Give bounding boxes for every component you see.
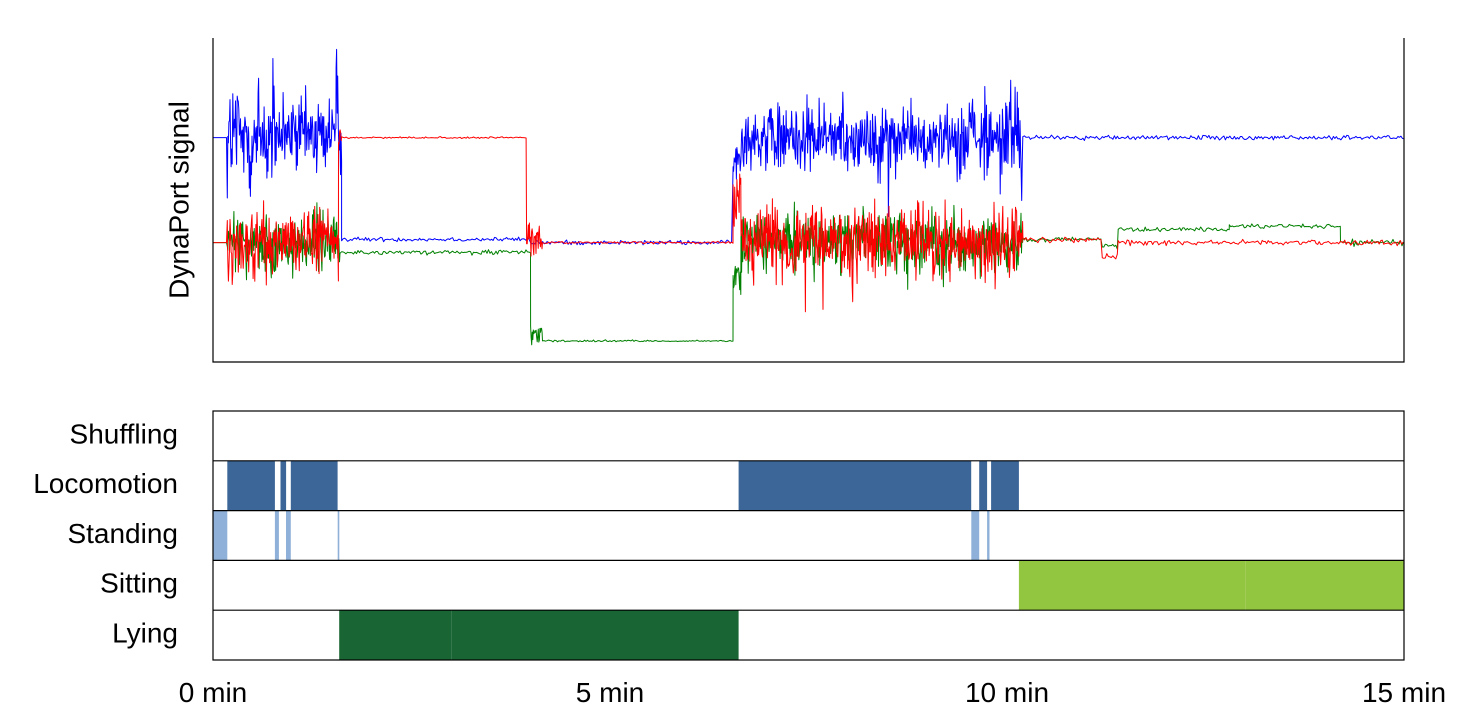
- interval-locomotion-0: [227, 460, 275, 511]
- interval-standing-10: [971, 510, 980, 561]
- x-tick-label-0: 0 min: [179, 677, 247, 708]
- signal-axis-label: DynaPort signal: [163, 101, 194, 299]
- row-label-locomotion: Locomotion: [33, 468, 178, 499]
- x-tick-label-10: 10 min: [965, 677, 1049, 708]
- interval-standing-9: [337, 510, 340, 561]
- activity-intervals-group: [213, 460, 1404, 660]
- activity-row-grid: [212, 410, 1405, 661]
- signal-series-group: [213, 48, 1405, 346]
- signal-axes-frame: [212, 38, 1405, 363]
- interval-standing-7: [274, 510, 279, 561]
- row-label-lying: Lying: [112, 617, 178, 648]
- timeline-frame: [212, 410, 1405, 661]
- x-tick-label-15: 15 min: [1362, 677, 1446, 708]
- interval-standing-8: [286, 510, 291, 561]
- interval-locomotion-1: [280, 460, 287, 511]
- x-tick-label-5: 5 min: [576, 677, 644, 708]
- row-label-shuffling: Shuffling: [70, 418, 178, 449]
- row-label-standing: Standing: [67, 518, 178, 549]
- activity-timeline-panel: ShufflingLocomotionStandingSittingLying …: [33, 410, 1446, 708]
- interval-lying-15: [451, 610, 739, 660]
- interval-standing-11: [987, 510, 990, 561]
- interval-lying-14: [339, 610, 452, 660]
- interval-sitting-12: [1018, 560, 1246, 611]
- interval-locomotion-2: [290, 460, 338, 511]
- signal-series-2: [213, 129, 1404, 313]
- time-axis: 0 min 5 min 10 min 15 min: [179, 677, 1446, 708]
- interval-standing-6: [213, 510, 228, 561]
- interval-locomotion-3: [738, 460, 972, 511]
- activity-row-labels: Shuffling Locomotion Standing Sitting Lying: [33, 418, 178, 648]
- row-label-sitting: Sitting: [100, 568, 178, 599]
- signal-series-0: [213, 48, 1405, 246]
- interval-locomotion-5: [991, 460, 1019, 511]
- signal-panel: DynaPort signal: [163, 38, 1405, 363]
- interval-sitting-13: [1245, 560, 1404, 611]
- interval-locomotion-4: [979, 460, 988, 511]
- signal-series-1: [213, 201, 1404, 346]
